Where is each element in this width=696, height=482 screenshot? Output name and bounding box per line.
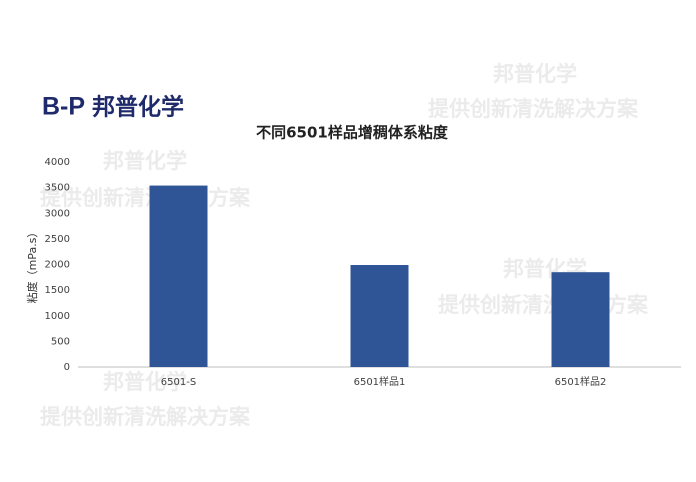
watermark-slogan: 提供创新清洗解决方案 [40,186,251,210]
y-tick-label: 1000 [45,311,70,322]
chart-title: 不同6501样品增稠体系粘度 [256,124,449,142]
y-tick-label: 2000 [45,260,70,271]
watermarks: 邦普化学提供创新清洗解决方案邦普化学提供创新清洗解决方案邦普化学提供创新清洗解决… [40,62,649,429]
watermark-slogan: 提供创新清洗解决方案 [428,97,639,121]
y-tick-label: 2500 [45,234,70,245]
y-tick-label: 500 [51,336,70,347]
x-tick-label: 6501样品2 [555,375,607,388]
y-tick-label: 0 [64,362,70,373]
y-tick-label: 1500 [45,285,70,296]
y-axis-label: 粘度（mPa.s） [25,227,39,304]
watermark-slogan: 提供创新清洗解决方案 [438,293,649,317]
x-tick-label: 6501-S [161,377,196,388]
logo-mark: B-P [42,93,85,121]
watermark-brand: 邦普化学 [493,62,577,86]
bar [551,272,610,367]
watermark-brand: 邦普化学 [103,370,187,394]
bar [350,265,409,367]
watermark-brand: 邦普化学 [103,149,187,173]
watermark-slogan: 提供创新清洗解决方案 [40,405,251,429]
bar [149,185,208,367]
y-tick-label: 3500 [45,183,70,194]
x-tick-label: 6501样品1 [354,375,406,388]
logo-name: 邦普化学 [92,94,184,121]
y-tick-label: 4000 [45,157,70,168]
y-tick-label: 3000 [45,208,70,219]
